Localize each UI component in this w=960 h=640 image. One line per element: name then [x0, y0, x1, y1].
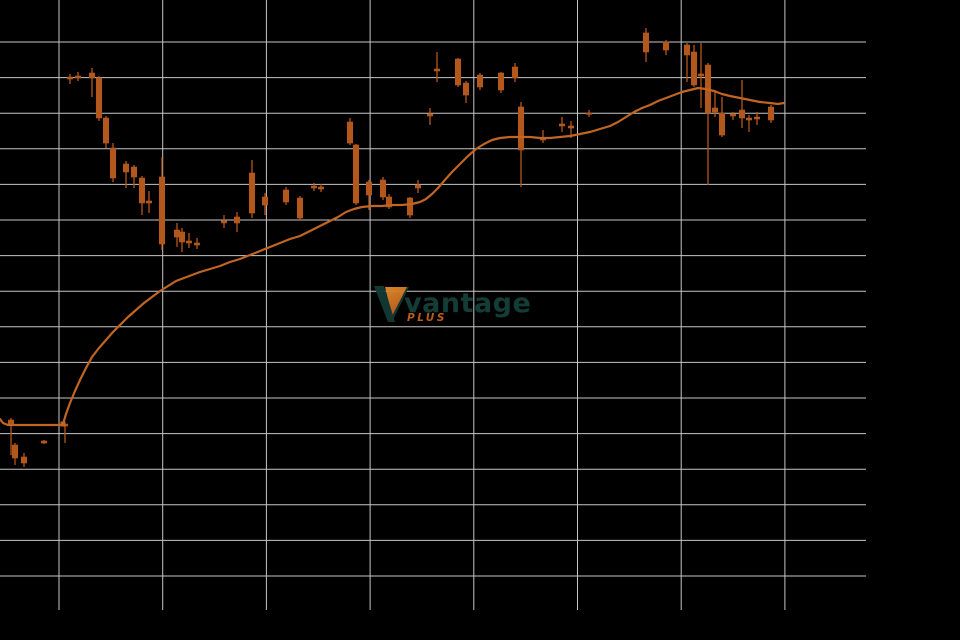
candle-body	[95, 77, 103, 119]
candle-body	[414, 184, 422, 189]
candle-body	[102, 117, 110, 144]
candle-body	[158, 176, 166, 245]
candle-body	[346, 121, 354, 144]
candle-body	[642, 32, 650, 53]
candle-body	[88, 72, 96, 79]
candle-body	[767, 106, 775, 121]
candle-body	[379, 179, 387, 198]
moving-average-line	[0, 86, 786, 427]
watermark-sub-text: PLUS	[407, 312, 447, 324]
candle-body	[282, 189, 290, 203]
candle-body	[365, 181, 373, 196]
logo-left-arm-shape	[374, 286, 395, 322]
candle-body	[718, 112, 726, 136]
watermark-brand-text: vantage	[404, 288, 531, 319]
candle-body	[476, 74, 484, 88]
candle-body	[20, 456, 28, 464]
candle-body	[138, 177, 146, 204]
candle-body	[567, 125, 575, 129]
candle-body	[558, 123, 566, 127]
candle-body	[585, 112, 593, 115]
candle-body	[261, 196, 269, 206]
candle-body	[462, 82, 470, 96]
candles	[7, 28, 775, 467]
candle-body	[738, 109, 746, 119]
gridlines	[0, 0, 866, 610]
candle-body	[454, 58, 462, 86]
watermark: vantage PLUS	[374, 286, 531, 324]
candle-body	[310, 185, 318, 189]
vantage-logo-icon	[374, 286, 409, 322]
candle-body	[352, 144, 360, 204]
candle-body	[193, 242, 201, 246]
candle-body	[406, 197, 414, 216]
candle-body	[433, 68, 441, 72]
candle-body	[40, 440, 48, 444]
candle-body	[711, 107, 719, 113]
candle-body	[690, 51, 698, 86]
candle-body	[66, 76, 74, 80]
candle-body	[130, 166, 138, 178]
candle-body	[511, 66, 519, 79]
candle-body	[173, 229, 181, 238]
candle-body	[11, 444, 19, 459]
candle-body	[729, 113, 737, 117]
candle-body	[7, 419, 15, 425]
candle-body	[745, 117, 753, 121]
candle-body	[109, 147, 117, 179]
candle-body	[683, 44, 691, 56]
candle-body	[122, 163, 130, 173]
candle-body	[497, 72, 505, 91]
candle-body	[185, 240, 193, 244]
candle-body	[385, 196, 393, 208]
ma-polyline	[0, 86, 786, 427]
candle-body	[220, 220, 228, 224]
candle-body	[317, 186, 325, 190]
candle-body	[178, 231, 186, 243]
ma-start-marker	[60, 421, 66, 427]
candle-body	[248, 172, 256, 214]
candle-body	[233, 216, 241, 224]
candle-body	[753, 116, 761, 120]
candle-body	[697, 73, 705, 77]
candle-body	[426, 113, 434, 117]
candle-body	[517, 106, 525, 151]
candle-body	[662, 41, 670, 51]
candle-body	[296, 197, 304, 219]
candle-body	[145, 200, 153, 204]
candle-body	[74, 75, 82, 79]
